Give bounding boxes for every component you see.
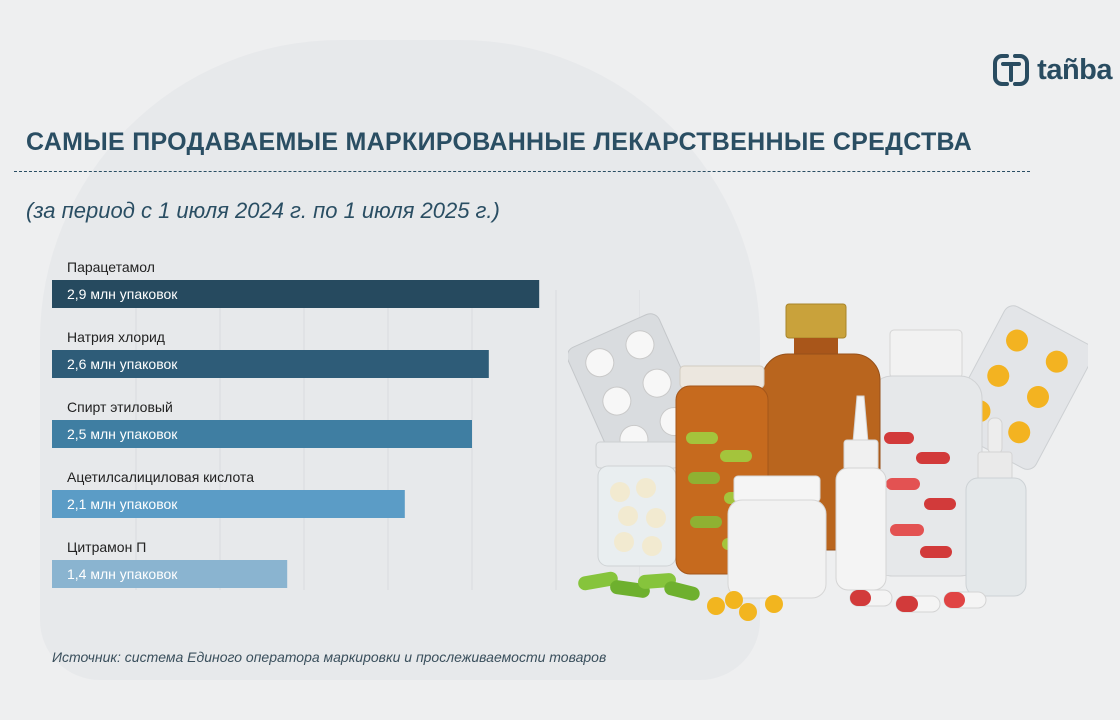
bar-value-label: 2,6 млн упаковок [67,356,178,372]
category-label: Натрия хлорид [67,329,165,345]
white-capsule-bottle [869,329,983,577]
tanba-logo-icon [993,54,1030,86]
bar [52,560,288,588]
category-label: Спирт этиловый [67,399,173,415]
page-title: САМЫЕ ПРОДАВАЕМЫЕ МАРКИРОВАННЫЕ ЛЕКАРСТВ… [26,128,972,156]
bar [52,350,489,378]
brand-logo[interactable]: tañba [993,52,1112,88]
white-pill-jar [727,475,827,599]
bar-chart: Парацетамол 2,9 млн упаковок Натрия хлорид… [52,259,640,590]
bar-value-label: 2,5 млн упаковок [67,426,178,442]
category-label: Парацетамол [67,259,155,275]
bar [52,280,540,308]
title-divider [14,171,1030,172]
category-label: Цитрамон П [67,539,146,555]
loose-green-capsules [578,571,700,601]
bar [52,490,405,518]
loose-red-white-capsules [849,589,987,613]
dropper-bottle [965,417,1027,597]
blister-pack-yellow-pills [946,305,1088,470]
category-label: Ацетилсалициловая кислота [67,469,254,485]
bar-value-label: 2,9 млн упаковок [67,286,178,302]
period-subtitle: (за период с 1 июля 2024 г. по 1 июля 20… [26,198,500,223]
loose-yellow-pills [707,591,783,621]
medicines-illustration [568,303,1088,621]
source-note: Источник: система Единого оператора марк… [52,649,607,665]
bar-value-label: 2,1 млн упаковок [67,496,178,512]
bar-value-label: 1,4 млн упаковок [67,566,178,582]
brand-name: tañba [1037,53,1112,86]
pearl-capsule-jar [595,441,679,567]
bar [52,420,472,448]
